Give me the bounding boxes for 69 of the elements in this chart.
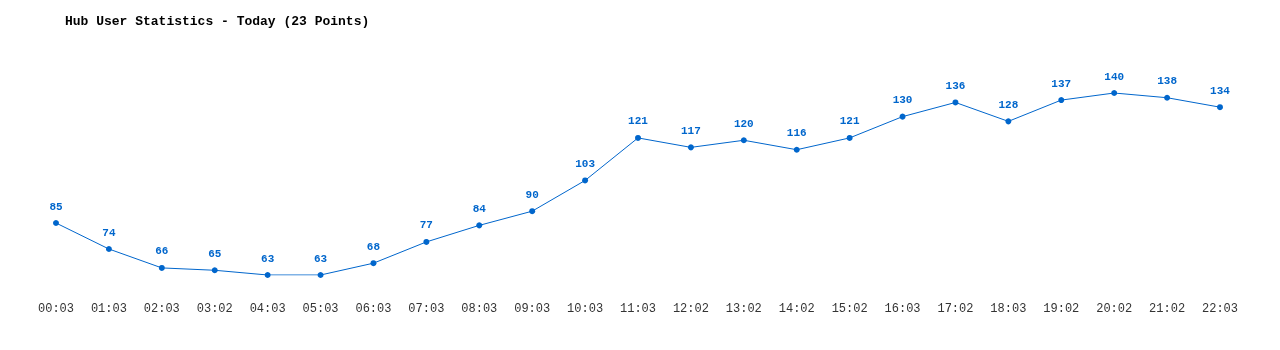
point [582, 177, 589, 184]
point [53, 220, 59, 226]
data-label: 137 [1051, 77, 1072, 90]
data-label: 63 [261, 252, 275, 265]
point [211, 267, 218, 274]
point [264, 272, 271, 278]
point [105, 246, 112, 252]
point [793, 146, 800, 153]
data-label: 68 [366, 240, 381, 253]
data-label: 103 [575, 157, 596, 170]
x-tick-label: 06:03 [355, 302, 392, 316]
data-label: 130 [892, 94, 913, 107]
data-label: 66 [155, 245, 169, 258]
x-tick-label: 17:02 [937, 302, 974, 316]
data-label: 140 [1104, 70, 1125, 83]
data-label: 116 [786, 127, 807, 140]
data-label: 120 [733, 117, 754, 130]
x-tick-label: 05:03 [302, 302, 339, 316]
x-tick-label: 10:03 [567, 302, 604, 316]
x-tick-label: 18:03 [990, 302, 1027, 316]
x-tick-label: 21:02 [1149, 302, 1186, 316]
data-label: 90 [525, 188, 539, 201]
data-label: 74 [102, 226, 116, 239]
x-tick-label: 16:03 [884, 302, 921, 316]
x-tick-label: 03:02 [196, 302, 233, 316]
point [1111, 90, 1118, 96]
x-tick-label: 07:03 [408, 302, 445, 316]
x-tick-label: 01:03 [90, 302, 127, 316]
data-label: 63 [313, 252, 328, 265]
data-label: 138 [1157, 75, 1178, 88]
x-tick-label: 22:03 [1201, 302, 1239, 316]
data-label: 121 [628, 115, 649, 128]
x-tick-label: 15:02 [831, 302, 868, 316]
x-tick-label: 14:02 [778, 302, 815, 316]
point [476, 222, 483, 229]
data-label: 121 [839, 115, 860, 128]
point [635, 134, 641, 141]
point [529, 208, 536, 215]
x-tick-label: 02:03 [143, 302, 180, 316]
point [1217, 104, 1223, 111]
point [952, 99, 959, 106]
x-tick-label: 00:03 [37, 302, 75, 316]
data-label: 85 [49, 200, 63, 213]
data-label: 84 [472, 202, 487, 215]
x-tick-label: 08:03 [461, 302, 498, 316]
point [1005, 118, 1012, 125]
x-tick-label: 11:03 [619, 302, 657, 316]
data-label: 128 [998, 98, 1019, 111]
data-label: 65 [208, 247, 222, 260]
point [687, 144, 694, 151]
point [1164, 94, 1171, 101]
point [158, 264, 165, 271]
x-tick-label: 09:03 [514, 302, 551, 316]
data-label: 77 [419, 219, 433, 232]
data-label: 134 [1210, 84, 1231, 97]
point [846, 134, 853, 141]
point [423, 238, 430, 245]
point [317, 272, 324, 278]
x-tick-label: 04:03 [249, 302, 286, 316]
x-tick-label: 12:02 [672, 302, 709, 316]
data-label: 117 [681, 124, 701, 137]
x-tick-label: 19:02 [1043, 302, 1080, 316]
point [370, 260, 377, 267]
point [740, 137, 747, 144]
data-label: 136 [945, 79, 966, 92]
point [1058, 97, 1065, 104]
x-tick-label: 13:02 [725, 302, 762, 316]
chart-title: Hub User Statistics - Today (23 Points) [65, 14, 370, 29]
x-tick-label: 20:02 [1096, 302, 1133, 316]
